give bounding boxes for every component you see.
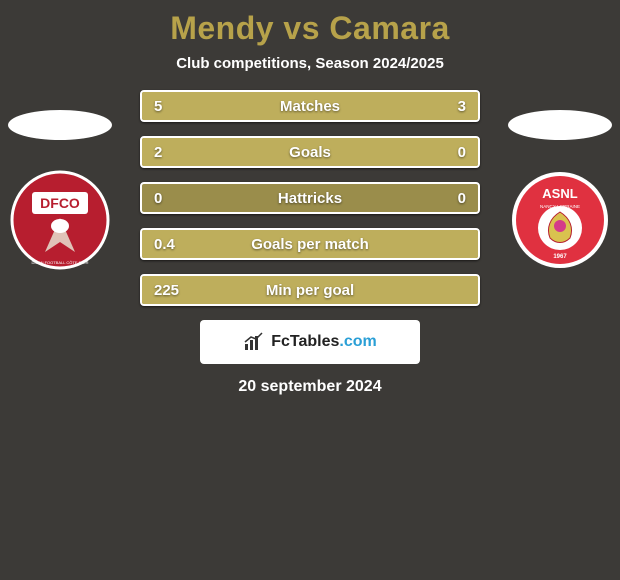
club-crest-right: ASNL NANCY LORRAINE 1967 <box>510 170 610 270</box>
chart-icon <box>243 331 265 353</box>
stat-label: Min per goal <box>142 282 478 299</box>
footer-date: 20 september 2024 <box>0 378 620 396</box>
avatar-placeholder-right <box>508 110 612 140</box>
club-badge-left: DFCO DIJON FOOTBALL CÔTE-D'OR <box>10 170 110 270</box>
stat-row: 0Hattricks0 <box>140 182 480 214</box>
stat-row: 5Matches3 <box>140 90 480 122</box>
comparison-card: Mendy vs Camara Club competitions, Seaso… <box>0 0 620 580</box>
subtitle: Club competitions, Season 2024/2025 <box>0 55 620 72</box>
stats-table: 5Matches32Goals00Hattricks00.4Goals per … <box>140 90 480 306</box>
player-right: ASNL NANCY LORRAINE 1967 <box>500 110 620 270</box>
stat-row: 0.4Goals per match <box>140 228 480 260</box>
page-title: Mendy vs Camara <box>0 10 620 47</box>
player-left: DFCO DIJON FOOTBALL CÔTE-D'OR <box>0 110 120 270</box>
stat-value-right: 3 <box>458 98 466 115</box>
stat-label: Hattricks <box>142 190 478 207</box>
stat-label: Goals <box>142 144 478 161</box>
stat-value-right: 0 <box>458 144 466 161</box>
brand-name: FcTables.com <box>271 333 377 351</box>
club-abbr-left: DFCO <box>40 195 80 211</box>
stat-value-right: 0 <box>458 190 466 207</box>
branding-box: FcTables.com <box>200 320 420 364</box>
svg-text:1967: 1967 <box>553 254 567 260</box>
club-badge-right: ASNL NANCY LORRAINE 1967 <box>510 170 610 270</box>
stat-label: Matches <box>142 98 478 115</box>
avatar-placeholder-left <box>8 110 112 140</box>
club-crest-left: DFCO DIJON FOOTBALL CÔTE-D'OR <box>10 170 110 270</box>
stat-row: 2Goals0 <box>140 136 480 168</box>
stat-row: 225Min per goal <box>140 274 480 306</box>
svg-text:DIJON FOOTBALL CÔTE-D'OR: DIJON FOOTBALL CÔTE-D'OR <box>31 260 88 265</box>
stat-label: Goals per match <box>142 236 478 253</box>
club-abbr-right: ASNL <box>542 186 577 201</box>
